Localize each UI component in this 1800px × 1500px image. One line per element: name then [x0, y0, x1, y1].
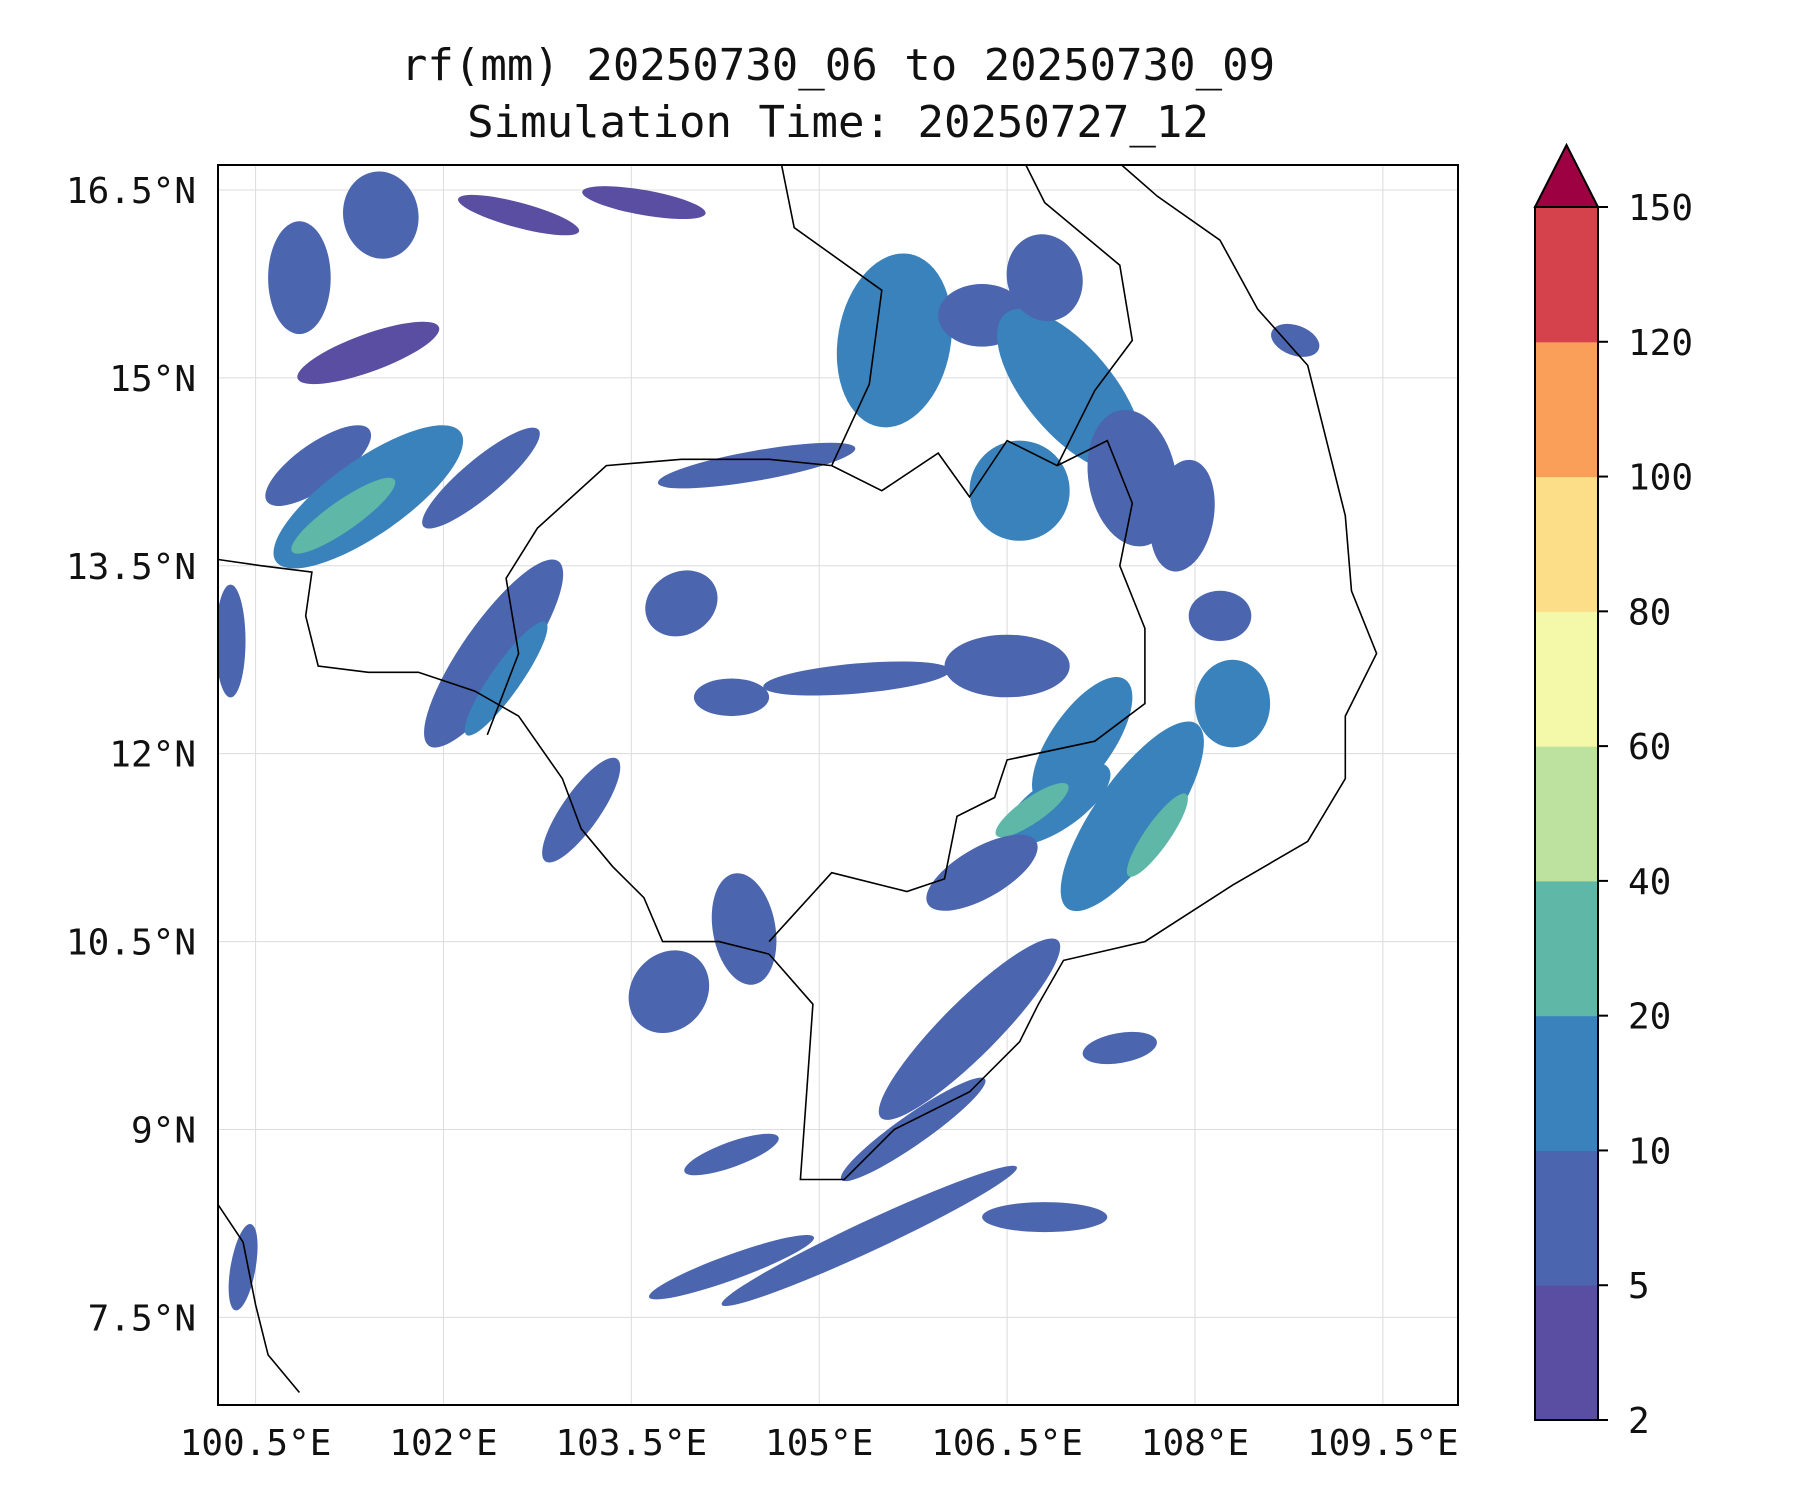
rain-contour	[1126, 793, 1188, 877]
rain-contour	[648, 1234, 815, 1300]
map-axes: 100.5°E 102°E 103.5°E 105°E 106.5°E 108°E 109.…	[66, 171, 1459, 1464]
chart-title: rf(mm) 20250730_06 to 20250730_09	[400, 40, 1276, 91]
laos-border	[780, 165, 883, 466]
rain-contour	[424, 559, 564, 748]
rain-contour	[836, 253, 952, 428]
lon-tick-label: 109.5°E	[1307, 1423, 1459, 1464]
lon-tick-label: 103.5°E	[555, 1423, 707, 1464]
lat-tick-label: 9°N	[131, 1110, 196, 1151]
rain-contour	[228, 1224, 258, 1311]
rain-contour	[645, 570, 718, 637]
rain-contour	[297, 321, 440, 385]
rain-contour	[628, 950, 710, 1034]
rain-contour	[926, 834, 1038, 911]
rain-contour	[711, 873, 777, 985]
rain-contour	[422, 427, 540, 529]
lat-tick-label: 12°N	[109, 735, 196, 776]
colorbar-tick-label: 10	[1628, 1131, 1671, 1172]
lat-tick-label: 10.5°N	[66, 923, 196, 964]
rain-contour	[542, 757, 621, 863]
lon-tick-label: 108°E	[1141, 1423, 1249, 1464]
rain-contour	[969, 440, 1070, 541]
lon-tick-label: 100.5°E	[180, 1423, 332, 1464]
rain-contour	[1006, 234, 1083, 322]
rain-contour	[1271, 323, 1320, 357]
rain-contour	[268, 221, 331, 335]
rain-contour	[1150, 459, 1215, 572]
lon-tick-label: 106.5°E	[931, 1423, 1083, 1464]
laos-vietnam-border	[1024, 165, 1134, 466]
colorbar-segment	[1535, 207, 1598, 343]
lat-tick-label: 13.5°N	[66, 547, 196, 588]
colorbar-tick-label: 5	[1628, 1266, 1650, 1307]
colorbar-tick-label: 120	[1628, 323, 1693, 364]
rain-contour	[763, 661, 951, 696]
rain-contour	[1188, 590, 1252, 642]
thai-cambodia-border	[486, 439, 1146, 943]
map-frame	[217, 164, 1459, 1406]
colorbar-tick-label: 80	[1628, 592, 1671, 633]
colorbar-segment	[1535, 1150, 1598, 1286]
chart-subtitle: Simulation Time: 20250727_12	[467, 97, 1209, 148]
colorbar-segment	[1535, 880, 1598, 1017]
lat-tick-label: 7.5°N	[88, 1298, 196, 1339]
colorbar-segment	[1535, 611, 1598, 747]
colorbar-segment	[1535, 341, 1598, 478]
lon-tick-label: 102°E	[389, 1423, 497, 1464]
colorbar: 2 5 10 20 40 60 80 100 120 150	[1533, 142, 1693, 1442]
lat-tick-label: 15°N	[109, 359, 196, 400]
rain-contour	[458, 194, 580, 236]
vietnam-coast	[768, 165, 1378, 1181]
rain-contour	[582, 186, 706, 220]
colorbar-tick-label: 2	[1628, 1401, 1650, 1442]
rain-contour	[1060, 721, 1204, 912]
rain-contour	[1082, 1031, 1157, 1065]
rain-contour	[721, 1165, 1017, 1307]
colorbar-segment	[1535, 746, 1598, 882]
rain-contour	[982, 1202, 1108, 1233]
rain-contour	[684, 1133, 779, 1176]
rain-contour	[693, 678, 770, 717]
colorbar-tick-label: 20	[1628, 997, 1671, 1038]
rain-contour	[218, 584, 246, 698]
colorbar-tick-label: 60	[1628, 727, 1671, 768]
cambodia-thai-gulf-coast	[218, 558, 770, 955]
rain-contour	[265, 425, 372, 506]
malay-coast	[218, 1204, 301, 1394]
coastlines-borders	[218, 165, 1378, 1394]
colorbar-tick-label: 100	[1628, 458, 1693, 499]
lat-tick-label: 16.5°N	[66, 171, 196, 212]
colorbar-frame	[1534, 206, 1599, 1421]
colorbar-extend-arrow	[1533, 142, 1600, 208]
rain-contour	[995, 782, 1069, 838]
colorbar-segment	[1535, 476, 1598, 612]
rain-contour	[944, 634, 1070, 698]
lon-tick-label: 105°E	[765, 1423, 873, 1464]
colorbar-segment	[1535, 1015, 1598, 1151]
rainfall-contours	[218, 171, 1320, 1311]
rain-contour	[1194, 659, 1271, 748]
colorbar-tick-label: 150	[1628, 188, 1693, 229]
rain-contour	[291, 477, 396, 554]
rain-contour	[657, 442, 856, 489]
rain-contour	[878, 938, 1061, 1120]
rain-contour	[840, 1077, 986, 1182]
gridlines	[218, 165, 1458, 1405]
rain-contour	[464, 621, 548, 736]
rain-contour	[342, 171, 419, 259]
colorbar-tick-label: 40	[1628, 862, 1671, 903]
rain-contour	[1032, 677, 1133, 806]
colorbar-segment	[1535, 1285, 1598, 1421]
